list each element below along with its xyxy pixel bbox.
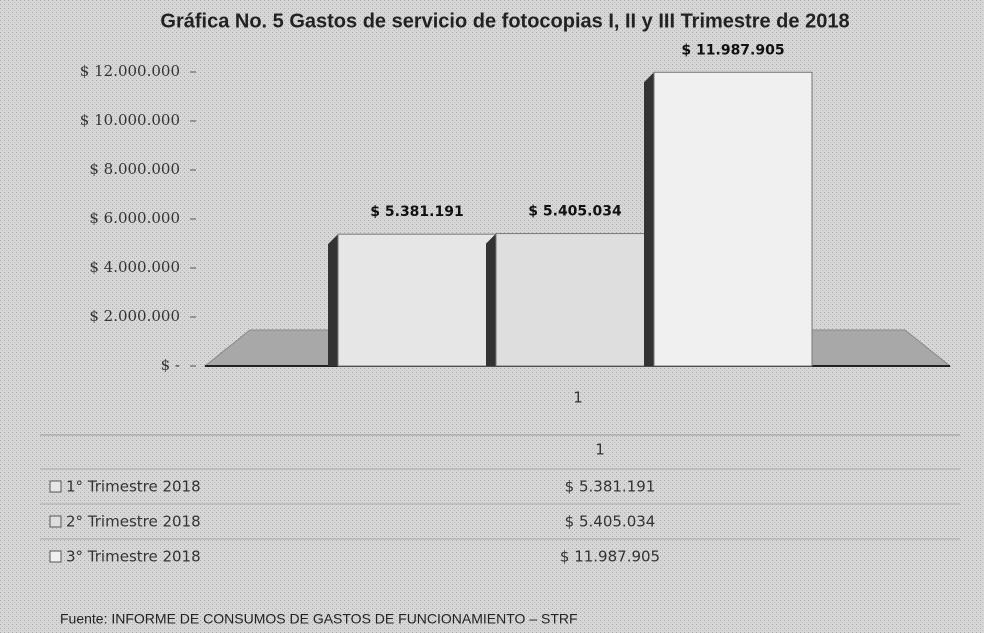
table-value: $ 11.987.905: [560, 548, 660, 566]
legend-swatch: [49, 550, 62, 563]
chart-title: Gráfica No. 5 Gastos de servicio de foto…: [160, 10, 849, 32]
value-label: $ 5.381.191: [370, 204, 463, 220]
y-tick-label: $ 4.000.000: [89, 258, 180, 276]
legend-swatch: [49, 515, 62, 528]
y-tick-label: $ 10.000.000: [80, 111, 180, 129]
legend-label: 2° Trimestre 2018: [66, 513, 201, 531]
y-tick-label: $ 6.000.000: [89, 209, 180, 227]
x-tick-label: 1: [573, 389, 583, 407]
legend-label: 3° Trimestre 2018: [66, 548, 201, 566]
legend-label: 1° Trimestre 2018: [66, 478, 201, 496]
bar: [653, 71, 813, 367]
bar-side: [328, 234, 338, 366]
table-header: 1: [595, 441, 605, 459]
y-tick-label: $ 8.000.000: [89, 160, 180, 178]
bar-side: [486, 233, 496, 366]
bar: [337, 233, 497, 367]
y-tick-label: $ 2.000.000: [89, 307, 180, 325]
legend-swatch: [49, 480, 62, 493]
source: Fuente: INFORME DE CONSUMOS DE GASTOS DE…: [60, 611, 578, 627]
y-tick-label: $ -: [161, 356, 180, 374]
bar-side: [644, 72, 654, 366]
value-label: $ 11.987.905: [681, 42, 784, 58]
table-value: $ 5.381.191: [565, 478, 656, 496]
table-value: $ 5.405.034: [565, 513, 656, 531]
bar: [495, 233, 655, 367]
value-label: $ 5.405.034: [528, 204, 622, 220]
y-tick-label: $ 12.000.000: [80, 62, 180, 80]
